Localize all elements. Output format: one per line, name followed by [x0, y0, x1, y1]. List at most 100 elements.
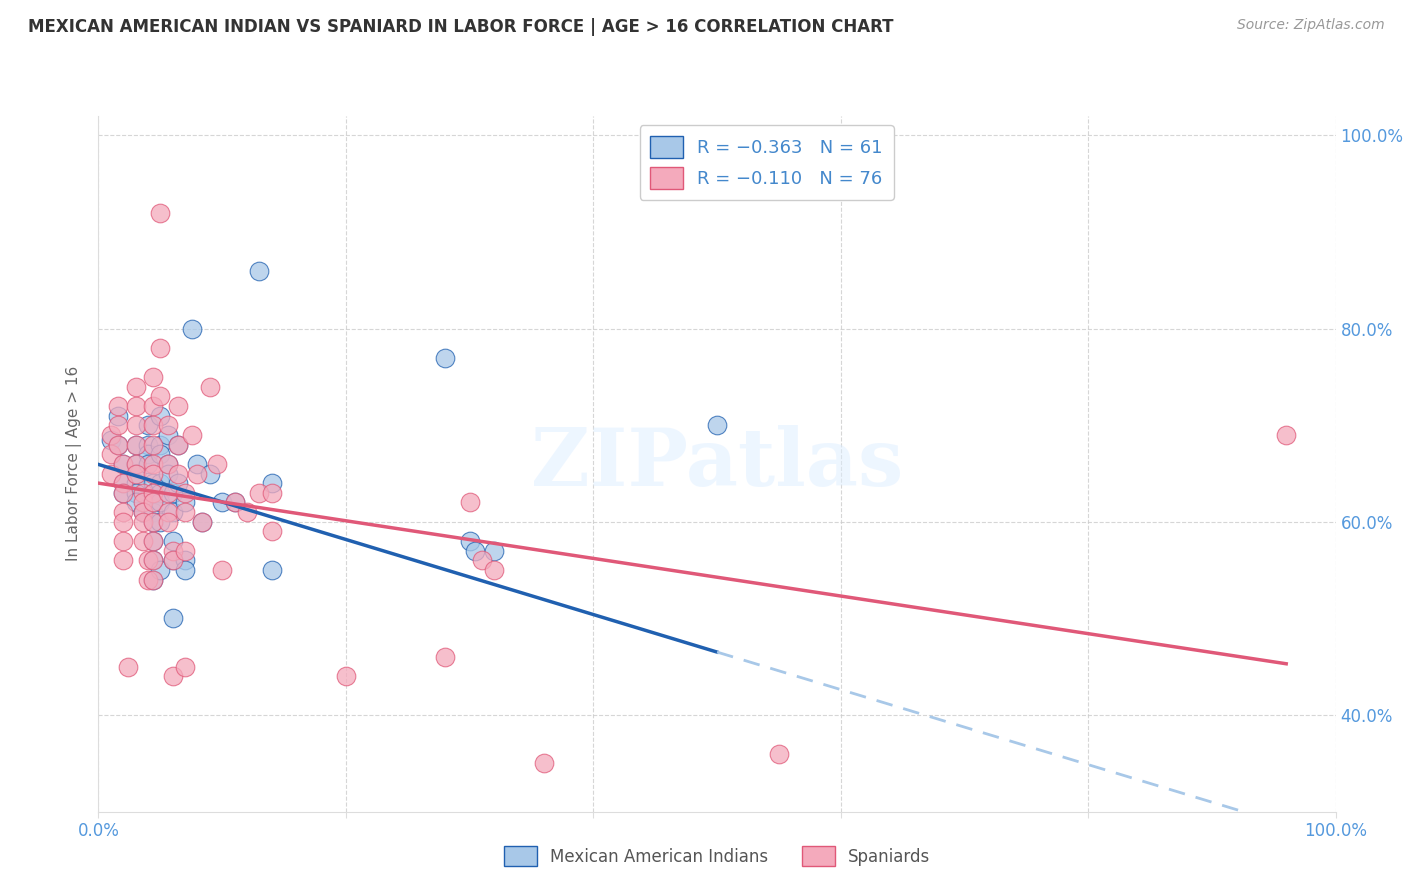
Point: [186, 467, 208, 481]
Point: [156, 485, 179, 500]
Text: Source: ZipAtlas.com: Source: ZipAtlas.com: [1237, 18, 1385, 32]
Point: [136, 418, 159, 433]
Point: [142, 418, 165, 433]
Point: [142, 437, 165, 451]
Point: [149, 485, 172, 500]
Point: [166, 467, 188, 481]
Point: [433, 351, 456, 365]
Point: [112, 505, 135, 519]
Point: [211, 495, 233, 509]
Text: ZIPatlas: ZIPatlas: [531, 425, 903, 503]
Point: [181, 428, 204, 442]
Point: [162, 553, 184, 567]
Point: [484, 544, 506, 558]
Point: [142, 515, 165, 529]
Point: [464, 544, 486, 558]
Point: [136, 437, 159, 451]
Point: [162, 485, 184, 500]
Point: [149, 447, 172, 461]
Point: [247, 263, 270, 277]
Point: [181, 321, 204, 335]
Point: [142, 476, 165, 491]
Point: [162, 553, 184, 567]
Point: [458, 495, 481, 509]
Point: [236, 505, 259, 519]
Point: [132, 534, 155, 549]
Point: [149, 495, 172, 509]
Point: [142, 457, 165, 471]
Point: [132, 505, 155, 519]
Point: [100, 428, 122, 442]
Point: [112, 476, 135, 491]
Point: [174, 563, 197, 577]
Point: [142, 485, 165, 500]
Point: [112, 457, 135, 471]
Point: [166, 437, 188, 451]
Y-axis label: In Labor Force | Age > 16: In Labor Force | Age > 16: [66, 367, 83, 561]
Point: [166, 437, 188, 451]
Point: [768, 747, 790, 761]
Point: [458, 534, 481, 549]
Point: [112, 476, 135, 491]
Point: [149, 515, 172, 529]
Point: [166, 476, 188, 491]
Point: [124, 457, 146, 471]
Point: [107, 399, 129, 413]
Point: [117, 660, 139, 674]
Point: [107, 437, 129, 451]
Point: [198, 467, 221, 481]
Point: [247, 485, 270, 500]
Point: [124, 495, 146, 509]
Point: [433, 650, 456, 665]
Point: [142, 485, 165, 500]
Point: [191, 515, 214, 529]
Point: [162, 611, 184, 625]
Point: [124, 476, 146, 491]
Point: [124, 467, 146, 481]
Point: [260, 476, 283, 491]
Point: [156, 418, 179, 433]
Point: [142, 495, 165, 509]
Point: [112, 485, 135, 500]
Point: [132, 495, 155, 509]
Point: [174, 660, 197, 674]
Point: [149, 563, 172, 577]
Point: [149, 409, 172, 423]
Point: [100, 433, 122, 447]
Point: [706, 418, 728, 433]
Point: [136, 573, 159, 587]
Point: [142, 495, 165, 509]
Point: [166, 399, 188, 413]
Point: [100, 467, 122, 481]
Point: [156, 457, 179, 471]
Point: [260, 563, 283, 577]
Point: [107, 418, 129, 433]
Point: [142, 399, 165, 413]
Point: [142, 505, 165, 519]
Point: [156, 505, 179, 519]
Legend: Mexican American Indians, Spaniards: Mexican American Indians, Spaniards: [496, 839, 938, 873]
Point: [107, 437, 129, 451]
Point: [124, 379, 146, 393]
Point: [162, 534, 184, 549]
Point: [149, 205, 172, 219]
Point: [224, 495, 246, 509]
Point: [132, 515, 155, 529]
Point: [136, 553, 159, 567]
Point: [211, 563, 233, 577]
Point: [142, 573, 165, 587]
Point: [260, 485, 283, 500]
Point: [174, 553, 197, 567]
Point: [174, 495, 197, 509]
Point: [156, 428, 179, 442]
Point: [156, 467, 179, 481]
Point: [198, 379, 221, 393]
Text: MEXICAN AMERICAN INDIAN VS SPANIARD IN LABOR FORCE | AGE > 16 CORRELATION CHART: MEXICAN AMERICAN INDIAN VS SPANIARD IN L…: [28, 18, 894, 36]
Point: [149, 341, 172, 355]
Point: [1275, 428, 1298, 442]
Point: [142, 534, 165, 549]
Point: [142, 573, 165, 587]
Point: [142, 553, 165, 567]
Point: [162, 544, 184, 558]
Point: [132, 485, 155, 500]
